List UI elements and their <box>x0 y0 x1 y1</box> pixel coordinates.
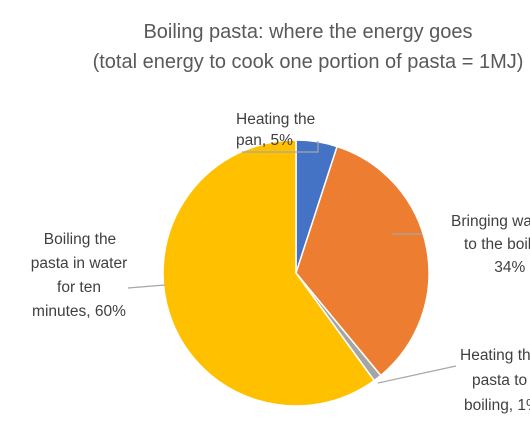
chart-subtitle: (total energy to cook one portion of pas… <box>93 51 524 73</box>
slice-label: Bringing waterto the boil 34% <box>451 213 530 276</box>
slice-label: Heating the pan, 5% <box>236 111 315 149</box>
leader-line <box>242 141 319 153</box>
leader-line <box>127 284 166 289</box>
pie-slices <box>162 139 430 407</box>
pie-slice-bringing-water-to-the-boil <box>295 145 430 377</box>
chart-title: Boiling pasta: where the energy goes <box>143 21 472 43</box>
slice-label: Boiling the pasta in water for ten minutes,… <box>31 231 128 320</box>
leader-line <box>377 365 457 384</box>
pie-slice-boiling-the-pasta-in-water-for-ten-minutes <box>162 139 376 407</box>
